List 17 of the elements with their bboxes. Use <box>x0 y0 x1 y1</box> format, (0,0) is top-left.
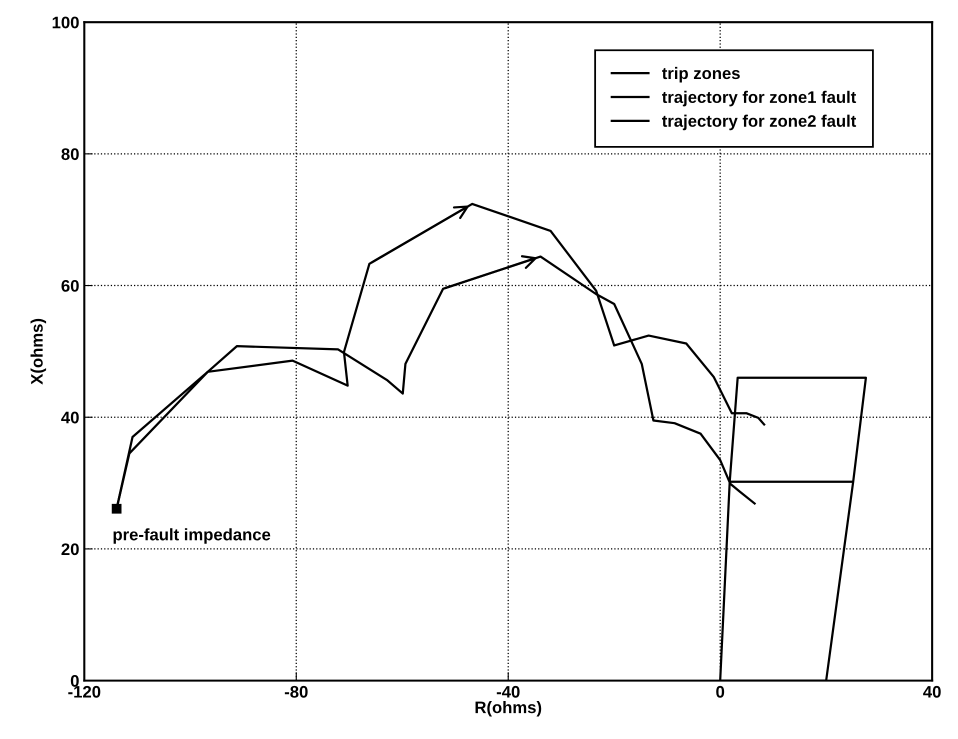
y-tick-label: 60 <box>62 280 79 292</box>
x-tick-label: -40 <box>496 686 520 698</box>
x-tick-label: -120 <box>68 686 100 698</box>
y-tick-label: 100 <box>52 16 79 28</box>
legend-label: trajectory for zone2 fault <box>662 114 856 130</box>
y-axis-title: X(ohms) <box>30 318 46 385</box>
y-tick-label: 40 <box>61 412 79 424</box>
x-tick-label: 0 <box>716 686 724 698</box>
y-tick-label: 80 <box>61 148 79 160</box>
annotation: pre-fault impedance <box>114 528 270 544</box>
legend-label: trip zones <box>662 66 740 82</box>
legend-label: trajectory for zone1 fault <box>662 90 856 106</box>
y-tick-label: 20 <box>61 543 79 556</box>
x-axis-title: R(ohms) <box>476 701 542 717</box>
x-tick-label: -80 <box>284 686 308 698</box>
x-tick-label: 40 <box>923 686 941 698</box>
y-tick-label: 0 <box>70 675 79 687</box>
